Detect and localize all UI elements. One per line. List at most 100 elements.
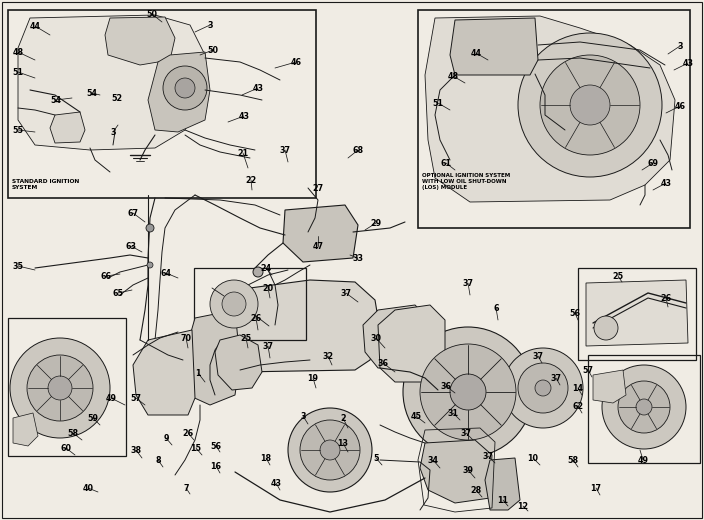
Text: 48: 48 [13,47,23,57]
Text: 26: 26 [660,293,672,303]
Circle shape [570,85,610,125]
Text: 20: 20 [263,283,274,293]
Polygon shape [183,310,240,405]
Text: 21: 21 [237,149,249,158]
Text: 36: 36 [441,382,451,391]
Text: 70: 70 [180,333,191,343]
Text: 36: 36 [377,358,389,368]
Bar [8,318,126,456]
Text: 3: 3 [300,411,306,421]
Text: 19: 19 [308,373,318,383]
Text: 3: 3 [111,127,115,137]
Polygon shape [283,205,358,262]
Text: 60: 60 [61,444,72,452]
Text: 37: 37 [551,373,562,383]
Polygon shape [363,305,430,368]
Text: 55: 55 [13,125,23,135]
Text: 15: 15 [191,444,201,452]
Polygon shape [593,370,626,403]
Text: 62: 62 [572,401,584,410]
Polygon shape [13,413,38,446]
Bar [578,268,696,360]
Text: 50: 50 [146,9,158,19]
Circle shape [288,408,372,492]
Text: 10: 10 [527,453,539,462]
Text: 44: 44 [470,48,482,58]
Text: 43: 43 [270,478,282,488]
Text: 25: 25 [241,333,251,343]
Polygon shape [450,18,538,75]
Polygon shape [222,280,380,372]
Text: 17: 17 [591,484,601,492]
Text: 43: 43 [660,178,672,188]
Text: 13: 13 [337,438,348,448]
Circle shape [403,327,533,457]
Text: 30: 30 [370,333,382,343]
Polygon shape [105,17,175,65]
Text: 37: 37 [460,428,472,437]
Text: 37: 37 [482,451,494,461]
Text: 9: 9 [163,434,169,443]
Circle shape [518,363,568,413]
Text: 24: 24 [260,264,272,272]
Text: 25: 25 [612,271,624,280]
Text: 67: 67 [127,209,139,217]
Text: 64: 64 [161,268,172,278]
Text: 27: 27 [313,184,324,192]
Circle shape [253,267,263,277]
Text: 51: 51 [13,68,23,76]
Text: 37: 37 [279,146,291,154]
Text: 26: 26 [251,314,262,322]
Text: 54: 54 [51,96,61,105]
Text: 59: 59 [87,413,99,423]
Text: 37: 37 [341,289,351,297]
Circle shape [618,381,670,433]
Circle shape [503,348,583,428]
Text: 54: 54 [87,88,97,98]
Text: 65: 65 [113,289,123,297]
Text: 69: 69 [648,159,658,167]
Text: 68: 68 [353,146,363,154]
Text: 37: 37 [463,279,474,288]
Text: 32: 32 [322,352,334,360]
Circle shape [48,376,72,400]
Text: 57: 57 [582,366,593,374]
Text: 12: 12 [517,501,529,511]
Text: 48: 48 [448,72,458,81]
Polygon shape [420,440,492,503]
Text: 44: 44 [30,21,41,31]
Text: 31: 31 [448,409,458,418]
Circle shape [602,365,686,449]
Text: 40: 40 [82,484,94,492]
Text: 6: 6 [494,304,498,313]
Text: 52: 52 [111,94,122,102]
Polygon shape [425,16,675,202]
Text: 37: 37 [532,352,543,360]
Polygon shape [485,458,520,510]
Text: 7: 7 [183,484,189,492]
Circle shape [420,344,516,440]
Text: 22: 22 [246,176,257,185]
Polygon shape [148,52,210,132]
Circle shape [175,78,195,98]
Text: 58: 58 [567,456,579,464]
Text: 16: 16 [210,462,222,471]
Polygon shape [133,330,195,415]
Circle shape [518,33,662,177]
Text: 47: 47 [313,241,324,251]
Circle shape [535,380,551,396]
Bar [194,268,306,340]
Text: 61: 61 [441,159,451,167]
Text: 1: 1 [195,369,201,378]
Text: 5: 5 [373,453,379,462]
Circle shape [147,262,153,268]
Circle shape [540,55,640,155]
Circle shape [300,420,360,480]
Text: 43: 43 [682,59,693,68]
Text: STANDARD IGNITION
SYSTEM: STANDARD IGNITION SYSTEM [12,179,80,190]
Text: 57: 57 [130,394,142,402]
Text: 46: 46 [291,58,301,67]
Text: 56: 56 [210,441,222,450]
Text: 3: 3 [677,42,683,50]
Text: 39: 39 [463,465,474,475]
